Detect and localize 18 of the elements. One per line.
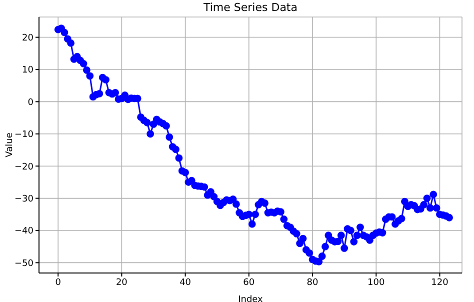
y-tick-label: −10: [14, 130, 34, 140]
x-tick-label: 100: [368, 278, 385, 288]
x-tick-label: 0: [55, 278, 62, 288]
y-tick-label: −30: [14, 194, 34, 204]
y-tick-label: −20: [14, 162, 34, 172]
x-axis-title: Index: [238, 295, 264, 302]
y-tick-label: 10: [22, 66, 34, 76]
chart-title: Time Series Data: [202, 1, 298, 14]
x-tick-label: 80: [306, 278, 319, 288]
x-tick-label: 20: [116, 278, 128, 288]
y-tick-label: 20: [22, 33, 34, 44]
x-tick-label: 120: [431, 278, 449, 288]
x-tick-label: 40: [180, 278, 192, 288]
y-tick-label: −40: [14, 226, 34, 237]
y-tick-label: 0: [28, 98, 34, 108]
x-tick-label: 60: [243, 278, 255, 288]
y-axis-title: Value: [5, 132, 16, 158]
y-tick-label: −50: [14, 258, 34, 269]
